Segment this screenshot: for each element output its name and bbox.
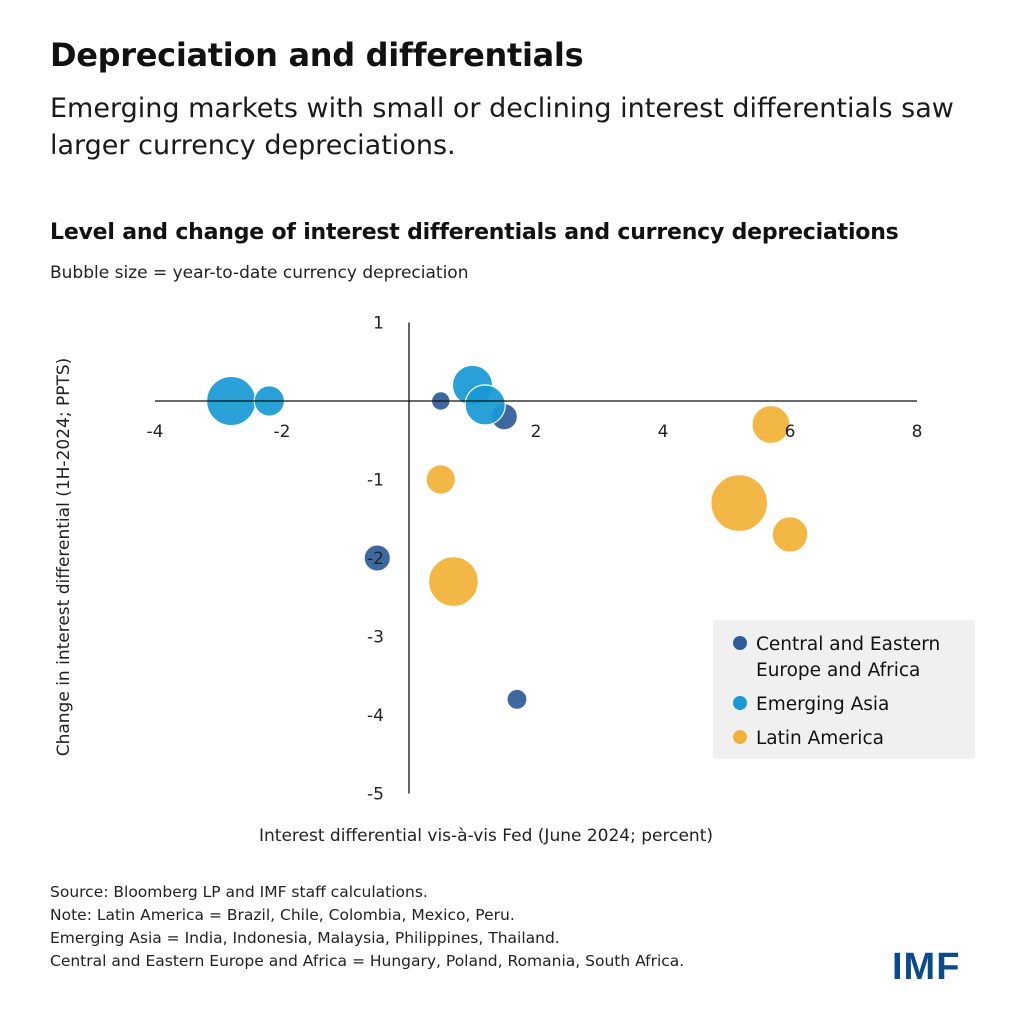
imf-logo: IMF	[892, 946, 961, 988]
legend-label: Europe and Africa	[756, 660, 920, 681]
legend: Central and Eastern Europe and Africa Emer…	[713, 620, 975, 759]
legend-swatch	[733, 636, 747, 650]
y-tick-label: -4	[367, 706, 384, 726]
y-tick-label: -3	[367, 628, 384, 648]
legend-swatch	[733, 730, 747, 744]
legend-label: Central and Eastern	[756, 634, 940, 655]
y-tick-label: -5	[367, 785, 384, 805]
legend-label: Emerging Asia	[756, 694, 889, 715]
latam-note: Note: Latin America = Brazil, Chile, Col…	[50, 906, 515, 924]
legend-swatch	[733, 696, 747, 710]
y-axis-title: Change in interest differential (1H-2024…	[54, 358, 74, 757]
y-tick-label: -1	[367, 471, 384, 491]
legend-label: Latin America	[756, 728, 884, 749]
page-title: Depreciation and differentials	[50, 36, 584, 74]
chart-title: Level and change of interest differentia…	[50, 220, 899, 245]
bubble-point	[506, 688, 528, 710]
bubble-point	[771, 516, 809, 553]
ceea-note: Central and Eastern Europe and Africa = …	[50, 952, 685, 970]
y-tick-label: -2	[367, 549, 384, 569]
x-tick-label: -2	[274, 422, 291, 442]
x-axis-title: Interest differential vis-à-vis Fed (Jun…	[259, 826, 713, 846]
x-tick-label: 2	[531, 422, 542, 442]
footnotes: Source: Bloomberg LP and IMF staff calcu…	[50, 881, 684, 973]
legend-box	[713, 620, 975, 759]
x-tick-label: 6	[785, 422, 796, 442]
bubble-point	[751, 404, 791, 445]
bubble-point	[427, 556, 479, 608]
bubble-point	[464, 384, 506, 426]
asia-note: Emerging Asia = India, Indonesia, Malays…	[50, 929, 560, 947]
x-tick-label: 4	[658, 422, 669, 442]
y-tick-label: 1	[373, 314, 384, 334]
page-subtitle: Emerging markets with small or declining…	[50, 93, 954, 161]
axes-layer: -4 -2 2 4 6 8 1 -1 -2 -3 -4 -5	[147, 314, 923, 805]
x-tick-label: 8	[912, 422, 923, 442]
bubble-point	[425, 464, 457, 495]
bubble-point	[363, 544, 391, 572]
bubble-point	[710, 474, 769, 533]
chart-subtitle: Bubble size = year-to-date currency depr…	[50, 263, 469, 283]
x-tick-label: -4	[147, 422, 164, 442]
source-note: Source: Bloomberg LP and IMF staff calcu…	[50, 883, 428, 901]
